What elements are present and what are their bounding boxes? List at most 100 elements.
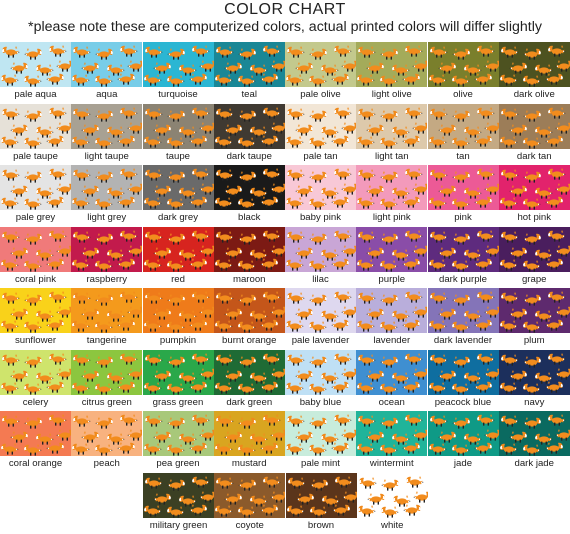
color-swatch	[143, 472, 214, 518]
color-swatch	[427, 42, 499, 87]
color-swatch	[142, 288, 214, 333]
color-swatch	[285, 472, 357, 518]
color-swatch	[213, 42, 285, 87]
color-swatch	[498, 226, 570, 272]
color-swatch	[498, 165, 570, 210]
swatch-label: mustard	[231, 458, 267, 469]
swatch-label: brown	[307, 519, 335, 531]
swatch-label: pink	[454, 212, 472, 223]
color-swatch	[142, 103, 214, 149]
swatch-label: raspberry	[86, 273, 128, 285]
swatch-label: maroon	[232, 273, 266, 285]
swatch-label: coral pink	[14, 273, 57, 285]
swatch-label: dark jade	[514, 458, 554, 469]
color-swatch	[71, 226, 143, 272]
color-swatch	[356, 165, 428, 210]
color-swatch	[356, 103, 428, 149]
color-swatch	[213, 349, 285, 395]
color-swatch	[498, 411, 570, 456]
color-swatch	[71, 288, 143, 333]
color-swatch	[356, 42, 428, 87]
chart-note: *please note these are computerized colo…	[28, 19, 542, 35]
swatch-label: lavender	[373, 335, 411, 346]
color-swatch	[356, 288, 428, 333]
color-swatch	[142, 411, 214, 456]
swatch-label: peacock blue	[434, 396, 492, 408]
color-swatch	[71, 349, 143, 395]
swatch-label: pale mint	[301, 458, 340, 469]
chart-title: COLOR CHART	[224, 1, 346, 18]
swatch-label: aqua	[96, 89, 118, 100]
color-swatch	[0, 165, 71, 210]
swatch-label: tan	[456, 150, 470, 162]
swatch-label: dark taupe	[226, 150, 272, 162]
color-swatch	[214, 472, 286, 518]
swatch-label: celery	[22, 396, 49, 408]
color-swatch	[213, 411, 285, 456]
swatch-label: burnt orange	[222, 335, 277, 346]
color-swatch	[0, 42, 71, 87]
color-swatch	[0, 226, 71, 272]
color-swatch	[285, 411, 356, 456]
color-swatch	[0, 288, 71, 333]
swatch-label: turquoise	[158, 89, 198, 100]
color-swatch	[213, 226, 285, 272]
swatch-label: light olive	[371, 89, 412, 100]
swatch-label: light taupe	[84, 150, 129, 162]
color-swatch	[71, 42, 143, 87]
color-swatch	[427, 103, 499, 149]
swatch-label: light tan	[374, 150, 409, 162]
color-swatch	[427, 165, 499, 210]
color-swatch	[498, 288, 570, 333]
color-swatch	[0, 349, 71, 395]
color-swatch	[356, 472, 428, 518]
swatch-label: dark olive	[513, 89, 555, 100]
swatch-label: teal	[241, 89, 257, 100]
color-swatch	[71, 165, 143, 210]
swatch-label: military green	[149, 519, 208, 531]
swatch-label: dark green	[226, 396, 273, 408]
swatch-label: olive	[453, 89, 473, 100]
color-swatch	[427, 349, 499, 395]
color-swatch	[285, 288, 356, 333]
swatch-label: dark purple	[439, 273, 487, 285]
color-swatch	[427, 226, 499, 272]
swatch-label: pale lavender	[291, 335, 350, 346]
swatch-label: dark grey	[158, 212, 198, 223]
swatch-label: plum	[523, 335, 545, 346]
color-swatch	[0, 411, 71, 456]
swatch-label: black	[238, 212, 261, 223]
color-swatch	[285, 42, 356, 87]
color-swatch	[285, 103, 356, 149]
swatch-label: jade	[453, 458, 473, 469]
swatch-label: pale aqua	[14, 89, 57, 100]
swatch-label: citrus green	[81, 396, 132, 408]
swatch-label: ocean	[378, 396, 405, 408]
swatch-label: pea green	[156, 458, 200, 469]
swatch-label: coyote	[235, 519, 264, 531]
swatch-label: light grey	[87, 212, 127, 223]
color-swatch	[285, 226, 356, 272]
color-swatch	[142, 349, 214, 395]
swatch-label: pale grey	[15, 212, 56, 223]
swatch-label: peach	[93, 458, 120, 469]
color-swatch	[356, 411, 428, 456]
swatch-label: wintermint	[369, 458, 414, 469]
swatch-label: hot pink	[517, 212, 552, 223]
color-swatch	[285, 165, 356, 210]
swatch-label: grape	[521, 273, 547, 285]
color-swatch	[356, 226, 428, 272]
color-swatch	[213, 288, 285, 333]
swatch-label: taupe	[165, 150, 190, 162]
swatch-label: pumpkin	[159, 335, 197, 346]
color-swatch	[285, 349, 356, 395]
swatch-label: white	[381, 519, 404, 531]
color-swatch	[427, 411, 499, 456]
swatch-label: baby pink	[299, 212, 342, 223]
swatch-label: pale taupe	[13, 150, 58, 162]
color-swatch	[142, 226, 214, 272]
swatch-label: grass green	[152, 396, 204, 408]
swatch-label: pale olive	[300, 89, 341, 100]
swatch-label: red	[171, 273, 185, 285]
